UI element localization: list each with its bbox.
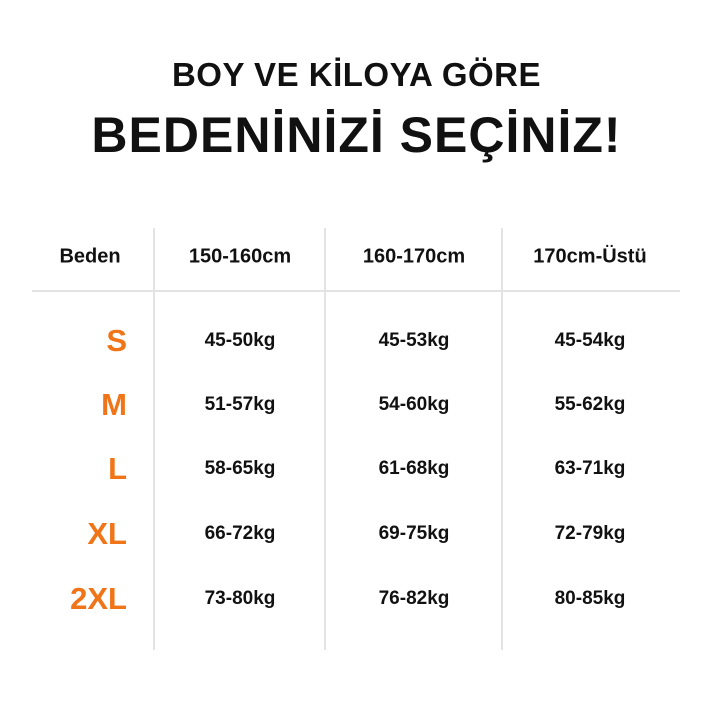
size-label: 2XL xyxy=(70,581,127,616)
header-beden: Beden xyxy=(59,245,121,268)
size-label: L xyxy=(108,451,127,486)
weight-range-cell: 45-54kg xyxy=(554,330,626,351)
weight-range-cell: 58-65kg xyxy=(204,458,276,479)
weight-range-cell: 66-72kg xyxy=(204,523,276,544)
weight-range-cell: 55-62kg xyxy=(554,394,626,415)
weight-range-cell: 54-60kg xyxy=(378,394,450,415)
weight-range-cell: 72-79kg xyxy=(554,523,626,544)
weight-range-cell: 45-53kg xyxy=(378,330,450,351)
weight-range-cell: 73-80kg xyxy=(204,588,276,609)
size-label: S xyxy=(106,323,127,358)
header-160-170: 160-170cm xyxy=(362,245,466,268)
header-divider xyxy=(32,290,680,292)
weight-range-cell: 76-82kg xyxy=(378,588,450,609)
weight-range-cell: 69-75kg xyxy=(378,523,450,544)
header-150-160: 150-160cm xyxy=(188,245,292,268)
weight-range-cell: 45-50kg xyxy=(204,330,276,351)
title-line-2: BEDENİNİZİ SEÇİNİZ! xyxy=(91,107,622,163)
header-170-ustu: 170cm-Üstü xyxy=(533,245,647,268)
column-divider xyxy=(501,228,503,650)
title-line-1: BOY VE KİLOYA GÖRE xyxy=(171,56,542,93)
weight-range-cell: 80-85kg xyxy=(554,588,626,609)
weight-range-cell: 61-68kg xyxy=(378,458,450,479)
weight-range-cell: 63-71kg xyxy=(554,458,626,479)
size-label: XL xyxy=(87,516,127,551)
weight-range-cell: 51-57kg xyxy=(204,394,276,415)
size-label: M xyxy=(101,387,127,422)
column-divider xyxy=(153,228,155,650)
column-divider xyxy=(324,228,326,650)
